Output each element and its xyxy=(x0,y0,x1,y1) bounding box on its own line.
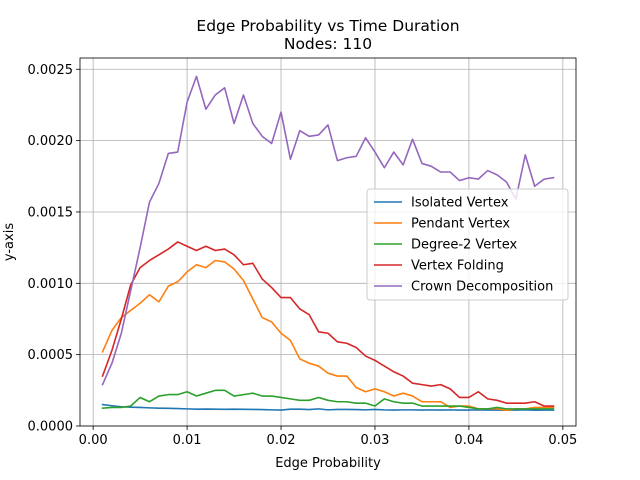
x-tick-label: 0.04 xyxy=(454,433,483,448)
y-tick-label: 0.0000 xyxy=(28,420,74,435)
x-tick-label: 0.02 xyxy=(267,433,296,448)
legend-label-vertex-folding: Vertex Folding xyxy=(411,259,504,274)
legend-label-degree-2-vertex: Degree-2 Vertex xyxy=(411,238,518,253)
series-group xyxy=(101,75,555,412)
y-tick-label: 0.0020 xyxy=(28,134,74,149)
legend-label-crown-decomposition: Crown Decomposition xyxy=(411,280,553,295)
legend-label-isolated-vertex: Isolated Vertex xyxy=(411,196,509,211)
series-line-isolated-vertex xyxy=(101,403,555,411)
x-tick-label: 0.01 xyxy=(173,433,202,448)
x-tick-label: 0.00 xyxy=(79,433,108,448)
x-axis-label: Edge Probability xyxy=(275,456,381,471)
y-tick-label: 0.0010 xyxy=(28,277,74,292)
y-tick-label: 0.0005 xyxy=(28,348,74,363)
ticks: 0.00 0.01 0.02 0.03 0.04 0.05 0.0000 0.0005 0.00… xyxy=(28,63,578,448)
series-line-crown-decomposition xyxy=(101,75,555,386)
x-tick-label: 0.05 xyxy=(548,433,577,448)
y-tick-label: 0.0015 xyxy=(28,205,74,220)
legend-label-pendant-vertex: Pendant Vertex xyxy=(411,217,510,232)
y-tick-label: 0.0025 xyxy=(28,63,74,78)
legend: Isolated Vertex Pendant Vertex Degree-2 Ve… xyxy=(366,188,569,301)
series-line-degree-2-vertex xyxy=(101,389,555,410)
chart-title: Edge Probability vs Time Duration xyxy=(196,17,459,35)
x-tick-label: 0.03 xyxy=(360,433,389,448)
y-axis-label: y-axis xyxy=(2,223,17,261)
chart-subtitle: Nodes: 110 xyxy=(284,35,372,53)
plot-area-frame xyxy=(79,57,577,427)
series-line-vertex-folding xyxy=(101,241,555,407)
legend-box xyxy=(366,188,569,301)
